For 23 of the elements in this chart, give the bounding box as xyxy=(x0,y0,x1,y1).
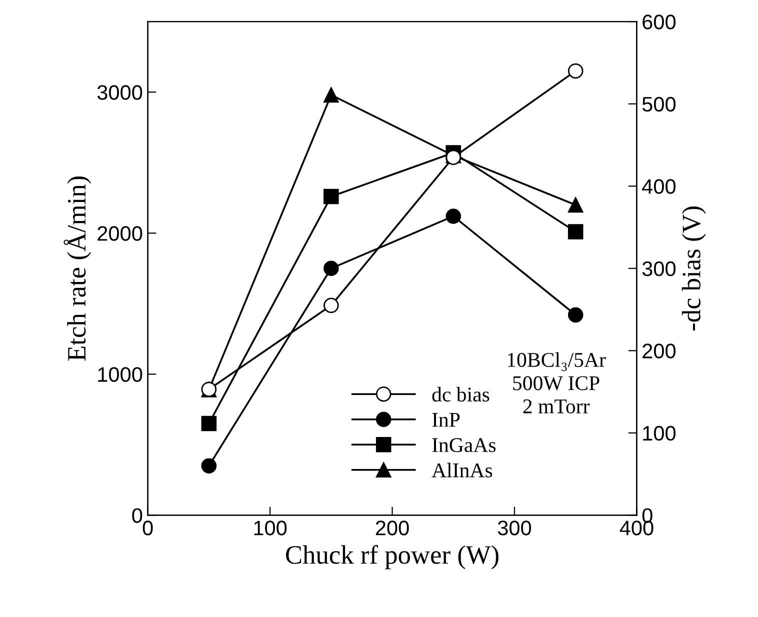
x-tick-label: 0 xyxy=(142,520,153,536)
y2-axis-title: -dc bias (V) xyxy=(682,206,706,330)
x-tick-label: 100 xyxy=(254,520,287,536)
y2-tick-label: 300 xyxy=(642,261,676,276)
y2-tick-label: 600 xyxy=(642,14,676,30)
legend-label: InGaAs xyxy=(432,438,496,452)
y2-tick-label: 500 xyxy=(642,96,676,112)
y-tick-label: 1000 xyxy=(98,367,142,382)
annotation: 10BCl₃/5Ar 500W ICP 2 mTorr xyxy=(508,352,606,414)
x-tick-label: 200 xyxy=(376,520,409,536)
y2-tick-label: 100 xyxy=(643,426,676,441)
y2-tick-label: 200 xyxy=(642,344,676,358)
x-tick-label: 300 xyxy=(498,520,532,536)
x-axis-title: Chuck rf power (W) xyxy=(286,545,498,570)
legend-label: InP xyxy=(432,413,460,427)
legend-label: AlInAs xyxy=(432,462,492,478)
y-tick-label: 0 xyxy=(132,508,142,523)
legend-label: dc bias xyxy=(432,386,490,402)
y2-tick-label: 400 xyxy=(642,179,676,194)
y-tick-label: 2000 xyxy=(98,226,142,241)
y-tick-label: 3000 xyxy=(97,85,142,100)
y-axis-title: Etch rate (Å/min) xyxy=(64,176,92,361)
x-tick-label: 400 xyxy=(620,520,654,536)
